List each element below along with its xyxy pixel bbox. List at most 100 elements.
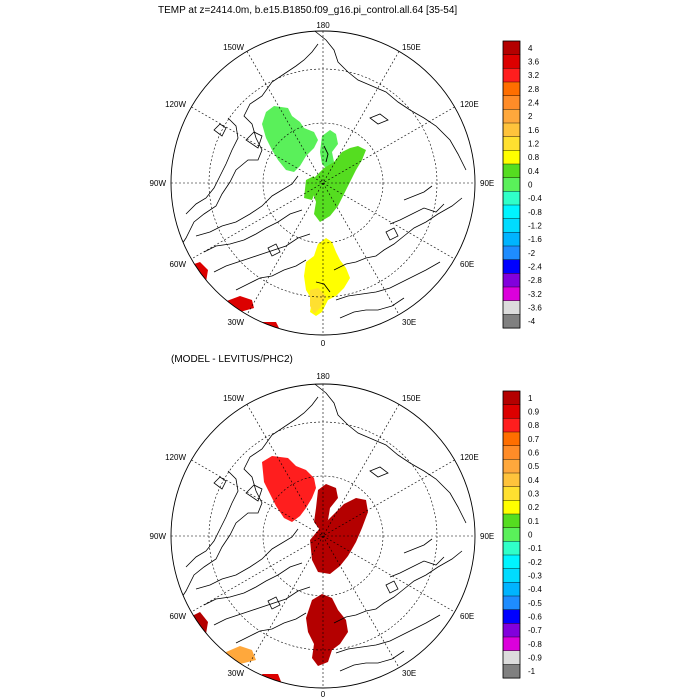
temp-lon-label-60w: 60W [170,260,187,269]
temp-lon-label-60e: 60E [460,260,474,269]
diff-map-area [171,384,475,688]
temp-colorbar-swatch [502,109,521,124]
temp-plot-title: TEMP at z=2414.0m, b.e15.B1850.f09_g16.p… [158,5,457,16]
diff-colorbar-swatch [502,459,521,474]
diff-lon-label-180: 180 [316,372,330,381]
diff-colorbar-tick-label: -0.8 [528,640,542,649]
diff-colorbar-tick-label: 0 [528,531,533,540]
temp-field-norwegian-sea-1 [186,262,208,286]
temp-colorbar-swatch [502,191,521,206]
temp-colorbar-swatch [502,54,521,69]
diff-colorbar-swatch [502,582,521,597]
temp-colorbar-swatch [502,259,521,274]
temp-colorbar-tick-label: -4 [528,317,536,326]
temp-lon-label-30w: 30W [228,318,245,327]
diff-colorbar-swatch [502,513,521,529]
diff-colorbar-frame [502,390,521,679]
temp-lon-label-150e: 150E [402,43,421,52]
diff-graticule [171,384,475,688]
diff-lon-label-150e: 150E [402,394,421,403]
temp-colorbar-tick-label: -0.8 [528,208,542,217]
temp-colorbar-tick-label: 3.6 [528,58,540,67]
temp-colorbar: 4 3.6 3.2 2.8 2.4 2 1.6 1.2 0.8 0.4 0 -0.4 -0.8 -1.2 -… [502,40,542,329]
diff-colorbar-swatch [502,404,521,419]
diff-colorbar-tick-label: -0.4 [528,585,542,594]
diff-colorbar-swatch [502,527,521,542]
temp-colorbar-tick-label: 0.8 [528,153,540,162]
diff-colorbar-swatch [502,568,521,583]
temp-panel: TEMP at z=2414.0m, b.e15.B1850.f09_g16.p… [150,5,543,348]
temp-colorbar-swatch [502,177,521,192]
temp-colorbar-tick-label: 3.2 [528,71,540,80]
diff-colorbar-swatch [502,554,521,570]
temp-lon-label-30e: 30E [402,318,416,327]
temp-colorbar-tick-label: 2.4 [528,99,540,108]
temp-lon-label-0: 0 [321,339,326,348]
diff-lon-label-90w: 90W [150,532,167,541]
diff-colorbar-tick-label: -0.5 [528,599,542,608]
temp-colorbar-tick-label: -3.6 [528,304,542,313]
temp-colorbar-swatch [502,245,521,261]
diff-colorbar: 1 0.9 0.8 0.7 0.6 0.5 0.4 0.3 0.2 0.1 0 -0.1 -0.2 -0.… [502,390,542,679]
temp-colorbar-swatch [502,300,521,315]
diff-colorbar-swatch [502,664,521,679]
diff-lon-label-120e: 120E [460,453,479,462]
temp-colorbar-swatch [502,136,521,151]
temp-colorbar-tick-label: 0 [528,181,533,190]
diff-colorbar-tick-label: 0.3 [528,490,540,499]
temp-colorbar-tick-label: -3.2 [528,290,542,299]
temp-field-nansen-orange [310,288,326,314]
diff-plot-title: (MODEL - LEVITUS/PHC2) [171,354,293,365]
temp-colorbar-swatch [502,232,521,247]
diff-field-norwegian-sea-2 [226,646,256,664]
temp-colorbar-swatch [502,163,521,179]
diff-colorbar-tick-label: 0.4 [528,476,540,485]
diff-colorbar-swatch [502,609,521,624]
diff-colorbar-swatch [502,390,521,406]
temp-lon-label-150w: 150W [223,43,244,52]
diff-colorbar-tick-label: 0.7 [528,435,540,444]
diff-lon-label-30e: 30E [402,669,416,678]
temp-colorbar-tick-label: 4 [528,44,533,53]
temp-colorbar-tick-label: 2 [528,112,533,121]
diff-colorbar-tick-label: 1 [528,394,533,403]
diff-lon-label-60e: 60E [460,612,474,621]
temp-colorbar-swatch [502,150,521,165]
temp-field-ridge-green-small [320,130,338,170]
temp-field-canada-basin [262,106,318,172]
temp-colorbar-swatch [502,122,521,138]
temp-field-eurasian-basin [312,146,366,222]
temp-colorbar-swatch [502,218,521,233]
diff-colorbar-tick-label: -1 [528,667,536,676]
temp-graticule [171,31,475,335]
diff-colorbar-swatch [502,431,521,447]
diff-colorbar-tick-label: -0.9 [528,654,542,663]
temp-colorbar-swatch [502,314,521,329]
temp-colorbar-tick-label: -2.4 [528,263,542,272]
diff-colorbar-tick-label: 0.8 [528,421,540,430]
temp-colorbar-swatch [502,81,521,97]
diff-colorbar-swatch [502,595,521,611]
temp-colorbar-frame [502,40,521,329]
diff-colorbar-tick-label: 0.2 [528,503,540,512]
diff-colorbar-tick-label: 0.1 [528,517,540,526]
temp-lon-label-90w: 90W [150,179,167,188]
temp-colorbar-swatch [502,68,521,83]
diff-colorbar-tick-label: 0.5 [528,462,540,471]
temp-map-area [171,31,475,335]
diff-colorbar-tick-label: -0.2 [528,558,542,567]
temp-colorbar-swatch [502,40,521,56]
diff-colorbar-tick-label: -0.3 [528,572,542,581]
diff-lon-label-120w: 120W [165,453,186,462]
temp-colorbar-tick-label: 2.8 [528,85,540,94]
temp-contour-line [315,145,331,293]
temp-colorbar-tick-label: -1.6 [528,235,542,244]
temp-colorbar-tick-label: -0.4 [528,194,542,203]
temp-lon-label-120e: 120E [460,100,479,109]
diff-field-ridge-small [314,484,338,530]
temp-colorbar-swatch [502,273,521,288]
temp-colorbar-swatch [502,286,521,302]
diff-colorbar-swatch [502,472,521,488]
temp-lon-label-180: 180 [316,21,330,30]
diff-map-boundary [170,383,476,689]
